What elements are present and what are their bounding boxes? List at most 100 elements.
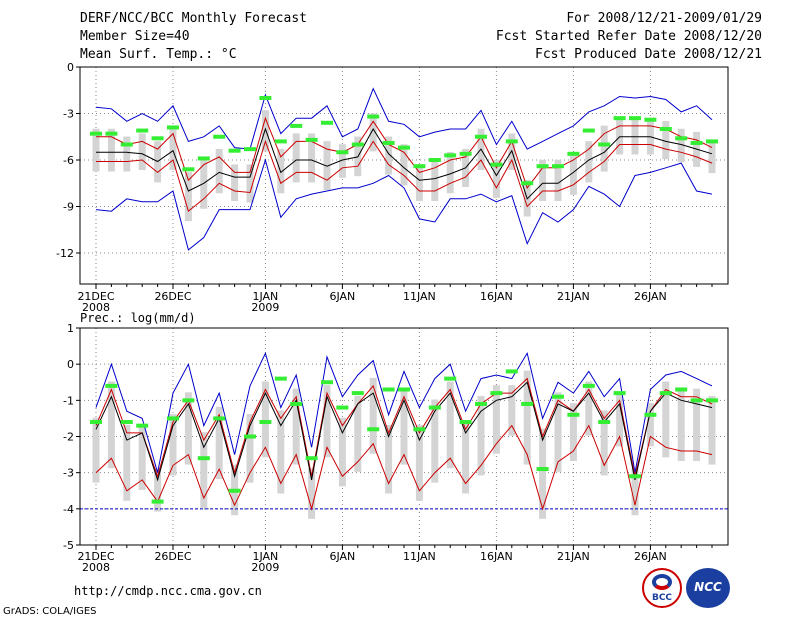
member-box <box>585 381 593 436</box>
y-tick-label: -9 <box>63 201 74 214</box>
series-spread_lo-line <box>95 424 713 511</box>
observed-marker <box>213 416 226 421</box>
observed-marker <box>120 420 133 425</box>
observed-marker <box>552 394 564 399</box>
observed-marker <box>413 164 426 169</box>
variable-label-temp: Mean Surf. Temp.: °C <box>80 47 237 62</box>
footer-url[interactable]: http://cmdp.ncc.cma.gov.cn <box>74 584 262 598</box>
bcc-logo-text: BCC <box>651 593 673 603</box>
member-box <box>693 388 701 461</box>
member-box <box>292 388 300 465</box>
observed-marker <box>228 488 241 493</box>
observed-marker <box>336 150 349 155</box>
observed-marker <box>244 147 256 152</box>
observed-marker <box>536 164 549 169</box>
member-box <box>539 159 547 201</box>
x-tick-year-label: 2009 <box>251 301 279 314</box>
x-tick-label: 16JAN <box>480 550 513 563</box>
observed-marker <box>598 420 611 425</box>
y-tick-label: -12 <box>56 247 74 260</box>
observed-marker <box>475 401 487 406</box>
x-tick-label: 6JAN <box>329 290 355 303</box>
member-box <box>523 370 531 465</box>
observed-marker <box>228 148 241 153</box>
observed-marker <box>151 136 164 141</box>
member-box <box>415 164 423 201</box>
member-box <box>169 414 177 476</box>
observed-marker <box>105 383 118 388</box>
y-tick-label: 1 <box>67 322 74 335</box>
x-tick-year-label: 2008 <box>82 301 110 314</box>
observed-marker <box>675 136 688 141</box>
observed-marker <box>136 423 149 428</box>
observed-marker <box>706 139 718 144</box>
member-box <box>246 414 254 483</box>
observed-marker <box>259 96 272 100</box>
observed-marker <box>244 434 256 439</box>
member-box <box>154 468 162 512</box>
y-tick-label: -5 <box>63 539 74 552</box>
x-tick-label: 21DEC <box>77 550 114 563</box>
member-box <box>338 417 346 487</box>
member-box <box>554 392 562 472</box>
member-box <box>215 406 223 480</box>
observed-marker <box>613 391 626 396</box>
member-box <box>277 410 285 494</box>
ncc-logo-text: NCC <box>694 580 722 594</box>
member-box <box>646 403 654 447</box>
member-box <box>646 117 654 155</box>
observed-marker <box>582 383 595 388</box>
observed-marker <box>213 134 226 139</box>
y-tick-label: -6 <box>63 154 74 167</box>
observed-marker <box>582 128 595 133</box>
member-box <box>385 424 393 494</box>
series-mean-line <box>95 381 713 482</box>
observed-marker <box>490 391 503 396</box>
observed-marker <box>197 156 210 161</box>
member-box <box>446 152 454 194</box>
member-box <box>492 159 500 198</box>
observed-marker <box>413 427 426 432</box>
member-box <box>477 395 485 476</box>
observed-marker <box>644 412 657 417</box>
observed-marker <box>167 416 179 421</box>
member-box <box>354 395 362 472</box>
observed-marker <box>167 125 179 130</box>
observed-marker <box>521 181 534 186</box>
member-box <box>708 139 716 174</box>
x-tick-label: 1JAN <box>252 290 278 303</box>
member-box <box>338 144 346 178</box>
bcc-logo-swirl <box>652 574 672 590</box>
observed-marker <box>428 158 441 162</box>
observed-marker <box>690 140 703 145</box>
observed-marker <box>644 117 657 122</box>
observed-marker <box>367 114 380 119</box>
y-tick-label: -1 <box>63 394 74 407</box>
observed-marker <box>259 420 272 425</box>
observed-marker <box>182 167 195 172</box>
observed-marker <box>182 398 195 403</box>
ncc-logo: NCC <box>686 568 730 608</box>
observed-marker <box>351 391 364 396</box>
member-box <box>569 403 577 461</box>
x-tick-label: 26JAN <box>634 290 667 303</box>
observed-marker <box>552 164 564 169</box>
member-box <box>431 399 439 483</box>
bcc-logo: BCC <box>642 568 682 608</box>
x-tick-label: 11JAN <box>403 550 436 563</box>
member-box <box>107 381 115 469</box>
forecast-produced-date: Fcst Produced Date 2008/12/21 <box>535 47 762 62</box>
member-box <box>323 141 331 191</box>
member-box <box>246 164 254 203</box>
series-spread_hi-line <box>96 116 713 189</box>
observed-marker <box>321 380 333 385</box>
member-box <box>369 113 377 152</box>
member-box <box>138 133 146 170</box>
member-box <box>92 128 100 172</box>
series-max-line <box>95 87 713 150</box>
variable-label-prec: Prec.: log(mm/d) <box>80 311 196 325</box>
member-box <box>569 152 577 195</box>
observed-marker <box>274 376 287 381</box>
x-tick-year-label: 2009 <box>251 561 279 574</box>
